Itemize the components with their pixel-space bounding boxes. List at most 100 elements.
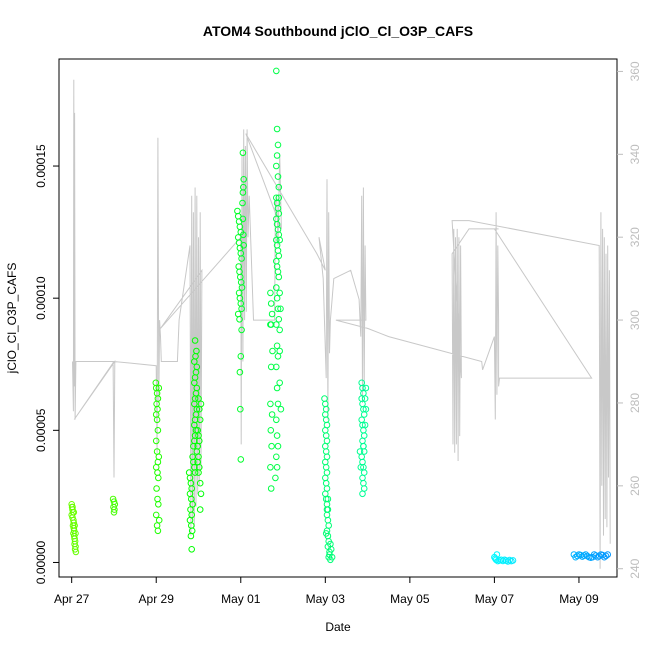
data-point <box>323 506 331 513</box>
data-point <box>322 464 330 471</box>
data-point <box>497 556 505 564</box>
data-point <box>322 530 330 537</box>
data-point <box>195 395 202 402</box>
data-point <box>272 474 279 482</box>
data-point <box>267 485 275 492</box>
data-point <box>273 384 281 392</box>
data-point <box>322 400 329 408</box>
data-point <box>268 442 275 450</box>
data-point <box>155 453 163 461</box>
data-point <box>323 511 331 519</box>
data-point <box>322 490 329 498</box>
data-point <box>276 347 284 355</box>
data-point <box>323 485 331 492</box>
data-point <box>154 427 162 434</box>
data-point <box>193 384 201 392</box>
y-tick-label: 0.00000 <box>34 540 48 584</box>
data-point <box>324 516 332 524</box>
x-tick-label: May 05 <box>390 592 430 606</box>
data-point <box>275 316 283 323</box>
data-point <box>360 442 367 450</box>
data-point <box>267 289 274 297</box>
data-point <box>322 474 329 482</box>
data-point <box>240 176 247 183</box>
data-point <box>153 416 161 424</box>
data-point <box>110 509 118 516</box>
data-point <box>268 411 276 418</box>
data-point <box>322 432 330 439</box>
data-point <box>70 509 78 516</box>
data-point <box>236 368 244 376</box>
data-point <box>359 490 366 498</box>
data-point <box>152 511 160 519</box>
data-point <box>509 557 517 564</box>
y2-tick-label: 280 <box>628 393 642 413</box>
secondary-trace-layer <box>72 79 611 569</box>
x-tick-label: Apr 27 <box>54 592 90 606</box>
data-point <box>186 490 194 498</box>
data-point <box>273 152 281 159</box>
data-point <box>277 305 284 313</box>
data-point <box>273 294 281 302</box>
data-point <box>604 551 612 558</box>
data-point <box>196 416 204 424</box>
data-point <box>574 552 581 560</box>
data-point <box>358 453 366 461</box>
y-axis-label: jClO_Cl_O3P_CAFS <box>5 263 19 375</box>
data-point <box>275 194 283 202</box>
data-point <box>153 485 160 492</box>
data-point <box>362 384 370 392</box>
data-point <box>188 511 195 519</box>
data-point <box>273 363 280 371</box>
data-point <box>196 506 204 513</box>
data-point <box>188 546 195 553</box>
data-point <box>499 557 507 565</box>
data-point <box>322 458 329 466</box>
data-point <box>321 395 328 402</box>
data-point <box>237 405 244 413</box>
data-point <box>359 474 366 482</box>
data-point <box>154 527 162 535</box>
data-point <box>275 210 283 217</box>
data-point <box>267 300 275 307</box>
data-point <box>361 395 369 402</box>
data-point <box>72 548 80 556</box>
data-point <box>273 453 280 461</box>
x-tick-label: May 03 <box>306 592 346 606</box>
data-point <box>273 464 281 471</box>
data-point <box>267 363 275 371</box>
data-point <box>273 432 281 439</box>
data-point <box>359 437 366 445</box>
data-point <box>273 125 281 133</box>
data-point <box>360 432 368 439</box>
data-point <box>274 353 282 360</box>
data-point <box>193 448 201 455</box>
data-point <box>276 236 284 244</box>
data-point <box>276 326 284 334</box>
data-point <box>273 257 280 265</box>
data-point <box>186 474 194 482</box>
y-axis: 0.00000 0.00005 0.00010 0.00015 <box>34 144 59 584</box>
data-point <box>238 305 245 313</box>
data-point <box>323 421 331 429</box>
y2-tick-label: 320 <box>628 227 642 247</box>
data-point <box>188 485 195 492</box>
data-point <box>154 495 161 503</box>
y-tick-label: 0.00015 <box>34 144 48 188</box>
data-point <box>360 485 368 492</box>
data-point <box>357 464 365 471</box>
data-point <box>191 337 199 344</box>
y2-tick-label: 240 <box>628 558 642 578</box>
data-point <box>273 67 280 75</box>
data-point <box>193 405 201 413</box>
data-point <box>492 555 499 562</box>
data-point <box>195 469 202 476</box>
data-point <box>362 405 370 413</box>
data-point <box>197 490 205 498</box>
data-point <box>276 289 284 297</box>
data-point <box>273 162 280 170</box>
data-point <box>236 316 243 323</box>
data-point <box>197 400 205 408</box>
y-tick-label: 0.00010 <box>34 276 48 320</box>
